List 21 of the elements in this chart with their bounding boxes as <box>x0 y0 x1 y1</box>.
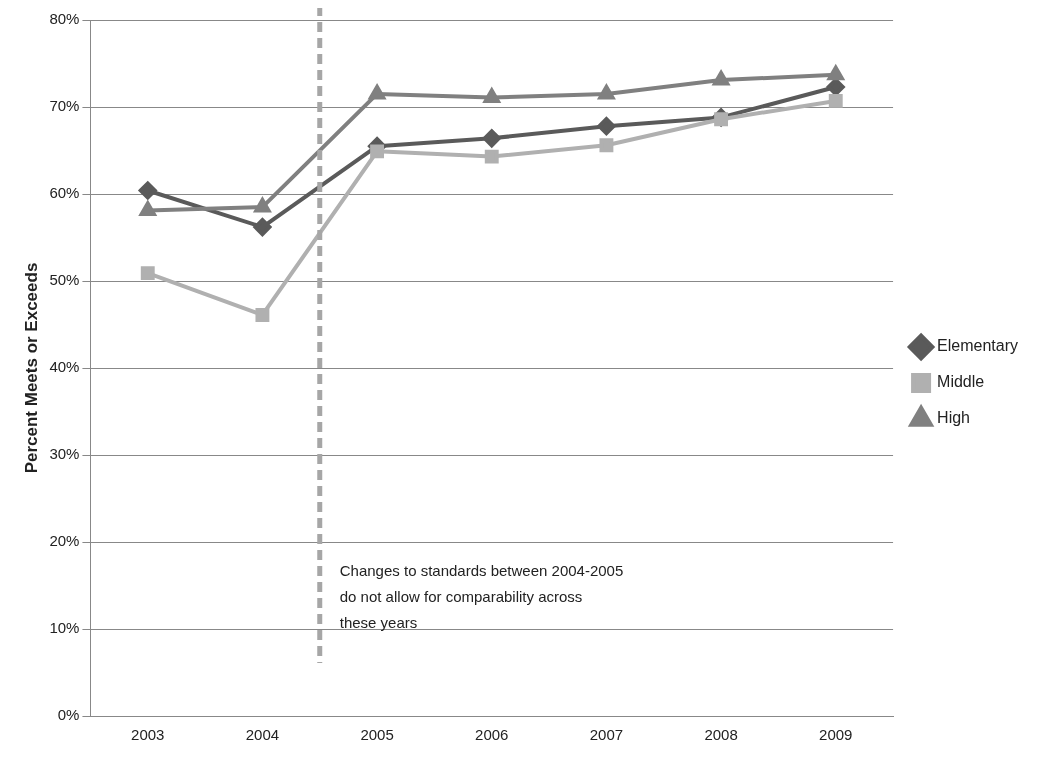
y-tick-label: 50% <box>49 271 80 289</box>
y-tick-label: 0% <box>57 706 80 724</box>
y-tick-label: 20% <box>49 532 80 550</box>
x-tick-label: 2004 <box>245 726 280 744</box>
legend-label: Middle <box>937 373 985 391</box>
y-tick-label: 40% <box>49 358 80 376</box>
x-tick-label: 2008 <box>704 726 738 744</box>
legend-label: High <box>937 409 970 427</box>
legend-label: Elementary <box>937 337 1018 355</box>
x-tick-label: 2005 <box>360 726 394 744</box>
x-tick-label: 2009 <box>819 726 853 744</box>
y-axis-title: Percent Meets or Exceeds <box>21 262 41 474</box>
annotation: Changes to standards between 2004-2005 do not allow for comparability across these years <box>339 562 624 632</box>
y-tick-label: 70% <box>49 97 80 115</box>
x-tick-label: 2006 <box>475 726 509 744</box>
y-tick-label: 10% <box>49 619 80 637</box>
x-tick-label: 2007 <box>589 726 624 744</box>
x-tick-label: 2003 <box>131 726 165 744</box>
y-tick-label: 60% <box>49 184 80 202</box>
y-tick-label: 80% <box>49 10 80 28</box>
y-tick-label: 30% <box>49 445 80 463</box>
